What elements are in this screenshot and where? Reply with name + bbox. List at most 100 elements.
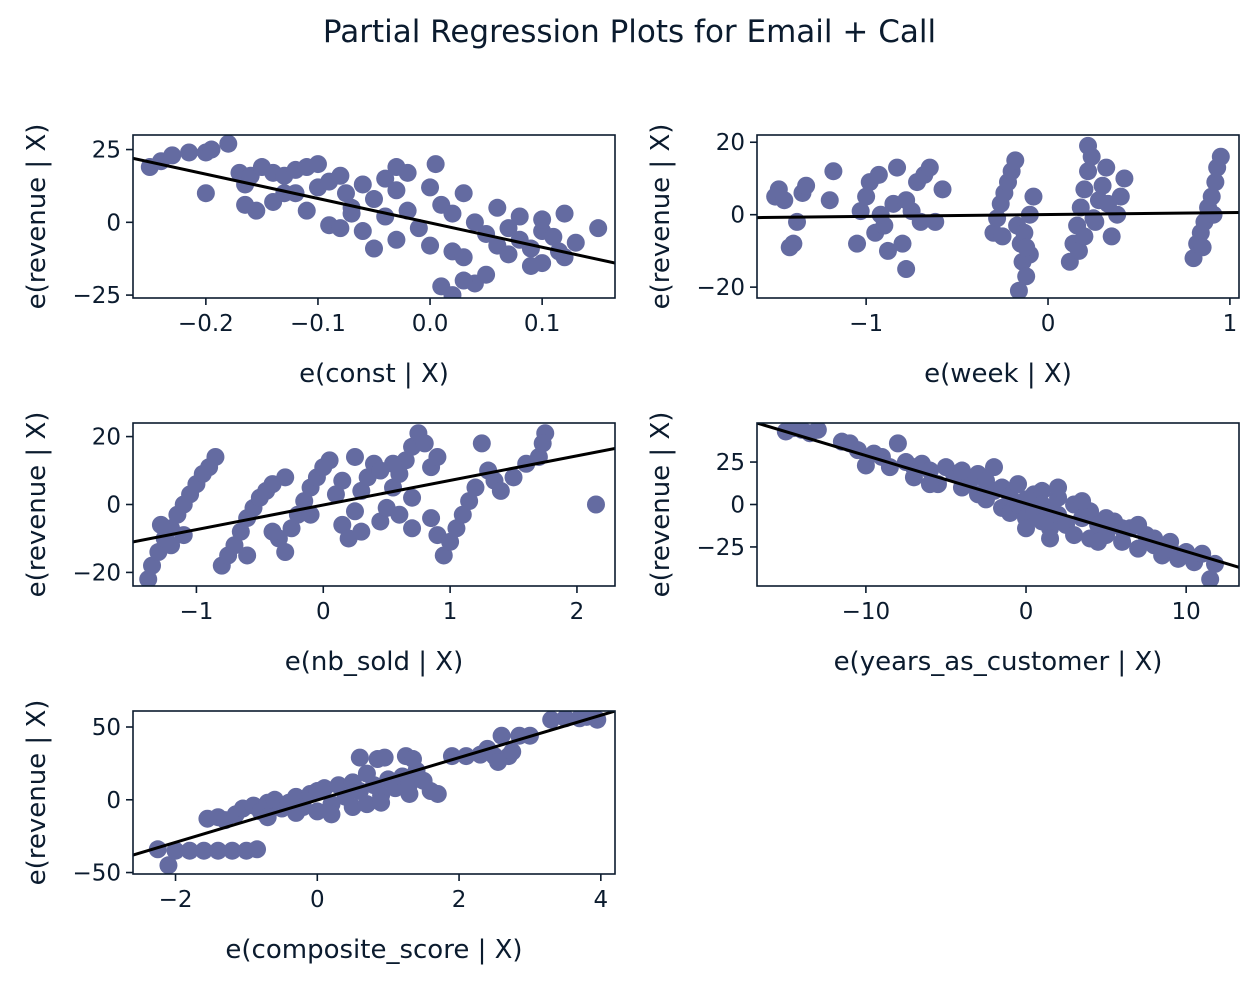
data-point: [911, 212, 930, 231]
x-tick-label: −1: [179, 599, 213, 625]
data-point: [1033, 481, 1052, 500]
scatter-points: [139, 424, 605, 586]
x-tick-label: −10: [842, 599, 891, 625]
data-point: [1073, 492, 1092, 511]
data-point: [365, 239, 383, 258]
data-point: [499, 245, 518, 264]
subplot-2: −1 0 1 −20 0 20 e(week | X) e(revenue | X): [646, 124, 1240, 389]
data-point: [1015, 223, 1034, 242]
data-point: [920, 158, 939, 177]
data-point: [1097, 509, 1116, 528]
data-point: [808, 423, 827, 439]
y-axis-label: e(revenue | X): [22, 124, 52, 310]
x-tick-label: 0: [1041, 311, 1056, 337]
data-point: [503, 742, 522, 761]
data-point: [797, 176, 816, 195]
data-point: [441, 532, 460, 551]
fit-line: [133, 711, 615, 857]
data-point: [521, 256, 540, 275]
subplot-1: −0.2 −0.1 0.0 0.1 −25 0 25 e(const | X) e(revenu…: [22, 124, 616, 389]
data-point: [453, 505, 472, 524]
data-point: [206, 447, 225, 466]
data-point: [345, 447, 364, 466]
data-point: [320, 451, 339, 470]
axes-frame: [132, 710, 616, 875]
x-tick-label: −1: [849, 311, 883, 337]
x-axis-label: e(years_as_customer | X): [834, 647, 1163, 677]
x-tick-label: 1: [1223, 311, 1238, 337]
data-point: [248, 840, 267, 859]
data-point: [428, 447, 447, 466]
scatter-points: [140, 135, 608, 298]
data-point: [533, 434, 552, 453]
data-point: [1129, 515, 1148, 534]
data-point: [926, 212, 945, 231]
x-tick-label: 2: [452, 887, 467, 913]
data-point: [1017, 238, 1036, 257]
data-point: [1129, 539, 1148, 558]
subplot-4: −10 0 10 −25 0 25 e(years_as_customer | X) e(re…: [646, 412, 1240, 677]
data-point: [544, 227, 563, 246]
data-point: [390, 505, 409, 524]
y-axis-label: e(revenue | X): [22, 412, 52, 598]
data-point: [1113, 532, 1132, 551]
data-point: [1024, 187, 1043, 206]
data-point: [143, 556, 162, 575]
y-tick-label: 25: [92, 138, 121, 164]
data-point: [342, 204, 361, 223]
data-point: [422, 509, 441, 528]
data-point: [1041, 529, 1060, 548]
data-point: [297, 201, 316, 220]
data-point: [403, 750, 422, 769]
data-point: [893, 234, 912, 253]
data-point: [387, 230, 406, 249]
data-point: [1093, 176, 1112, 195]
data-point: [353, 222, 372, 241]
data-point: [466, 478, 485, 497]
data-point: [1075, 227, 1094, 246]
data-point: [350, 748, 369, 767]
y-tick-label: 0: [730, 203, 745, 229]
data-point: [163, 146, 182, 165]
data-point: [492, 726, 511, 745]
data-point: [403, 519, 422, 538]
data-point: [460, 492, 479, 511]
y-tick-label: −50: [72, 861, 121, 887]
data-point: [398, 201, 417, 220]
data-point: [976, 471, 995, 490]
data-point: [472, 434, 491, 453]
data-point: [1017, 519, 1036, 538]
data-point: [376, 169, 395, 188]
data-point: [775, 191, 794, 210]
data-point: [589, 219, 608, 238]
data-point: [1071, 198, 1090, 217]
y-tick-label: −25: [72, 283, 121, 309]
x-tick-label: −0.2: [178, 311, 234, 337]
data-point: [1017, 267, 1036, 286]
data-point: [447, 519, 466, 538]
data-point: [196, 184, 215, 203]
y-tick-label: 25: [716, 450, 745, 476]
data-point: [202, 140, 221, 159]
x-axis-label: e(composite_score | X): [225, 935, 522, 965]
fit-line: [757, 423, 1239, 569]
data-point: [308, 155, 327, 174]
data-point: [533, 210, 552, 229]
data-point: [295, 492, 314, 511]
x-tick-label: 10: [1172, 599, 1201, 625]
data-point: [465, 213, 484, 232]
data-point: [857, 187, 876, 206]
data-point: [421, 178, 440, 197]
y-axis-label: e(revenue | X): [646, 124, 676, 310]
data-point: [333, 515, 352, 534]
data-point: [225, 536, 244, 555]
y-tick-label: 50: [92, 715, 121, 741]
data-point: [1084, 209, 1103, 228]
fit-line: [757, 211, 1239, 220]
data-point: [871, 205, 890, 224]
data-point: [920, 475, 939, 494]
data-point: [166, 841, 185, 860]
data-point: [426, 155, 445, 174]
y-tick-label: −20: [72, 560, 121, 586]
data-point: [1193, 238, 1212, 257]
